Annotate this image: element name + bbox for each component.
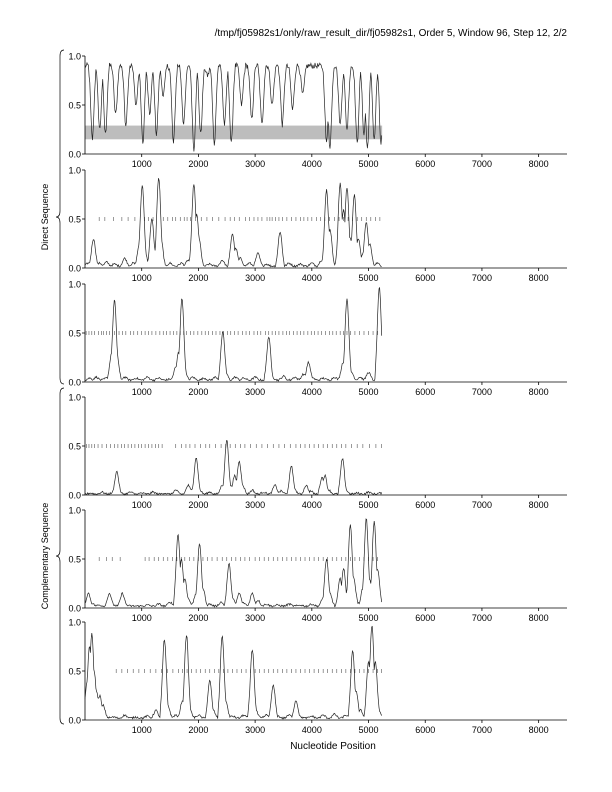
chart-title: /tmp/fj05982s1/only/raw_result_dir/fj059… (215, 28, 568, 39)
series-line (84, 518, 383, 608)
x-tick-label: 1000 (132, 500, 152, 510)
x-tick-label: 7000 (472, 387, 492, 397)
series-line (84, 625, 383, 720)
x-tick-label: 3000 (245, 500, 265, 510)
x-tick-label: 2000 (188, 613, 208, 623)
x-tick-label: 2000 (188, 725, 208, 735)
y-tick-label: 1.0 (68, 618, 81, 628)
x-tick-label: 1000 (132, 725, 152, 735)
x-tick-label: 5000 (359, 159, 379, 169)
panel-complementary-frame-2: 0.0 0.5 1.0 1000 2000 3000 4000 5000 6000 7000 800… (68, 506, 567, 623)
x-tick-label: 6000 (415, 613, 435, 623)
group-brackets: Direct Sequence Complementary Sequence (40, 49, 65, 725)
x-tick-label: 5000 (359, 500, 379, 510)
highlight-band (85, 125, 383, 140)
x-tick-label: 3000 (245, 613, 265, 623)
panel-direct-frame-1: 0.0 0.5 1.0 1000 2000 3000 4000 5000 6000 7000 800… (68, 52, 567, 169)
x-tick-label: 8000 (529, 725, 549, 735)
y-tick-label: 1.0 (68, 52, 81, 62)
y-tick-label: 0.5 (68, 101, 81, 111)
x-tick-label: 6000 (415, 725, 435, 735)
x-tick-label: 8000 (529, 500, 549, 510)
x-tick-label: 7000 (472, 273, 492, 283)
x-tick-label: 1000 (132, 613, 152, 623)
y-tick-label: 0.0 (68, 264, 81, 274)
x-tick-label: 3000 (245, 273, 265, 283)
y-tick-label: 1.0 (68, 393, 81, 403)
series-line (84, 61, 383, 152)
x-tick-label: 8000 (529, 273, 549, 283)
direct-sequence-bracket (55, 49, 65, 385)
x-tick-label: 6000 (415, 500, 435, 510)
x-tick-label: 4000 (302, 613, 322, 623)
y-tick-label: 0.0 (68, 716, 81, 726)
x-tick-label: 4000 (302, 725, 322, 735)
x-tick-label: 1000 (132, 159, 152, 169)
x-tick-label: 2000 (188, 500, 208, 510)
series-line (84, 440, 383, 496)
x-tick-label: 5000 (359, 613, 379, 623)
x-tick-label: 4000 (302, 387, 322, 397)
direct-sequence-label: Direct Sequence (40, 184, 50, 251)
x-tick-label: 5000 (359, 725, 379, 735)
x-tick-label: 3000 (245, 159, 265, 169)
x-tick-label: 7000 (472, 725, 492, 735)
y-tick-label: 0.5 (68, 329, 81, 339)
x-tick-label: 1000 (132, 387, 152, 397)
x-tick-label: 5000 (359, 273, 379, 283)
x-tick-label: 8000 (529, 387, 549, 397)
complementary-sequence-label: Complementary Sequence (40, 503, 50, 610)
x-tick-label: 8000 (529, 613, 549, 623)
series-line (84, 178, 382, 268)
y-tick-label: 1.0 (68, 280, 81, 290)
x-tick-label: 4000 (302, 273, 322, 283)
y-tick-label: 0.0 (68, 604, 81, 614)
y-tick-label: 0.5 (68, 555, 81, 565)
x-tick-label: 6000 (415, 273, 435, 283)
x-tick-label: 4000 (302, 500, 322, 510)
x-tick-label: 6000 (415, 387, 435, 397)
y-tick-label: 0.5 (68, 215, 81, 225)
panel-direct-frame-2: 0.0 0.5 1.0 1000 2000 3000 4000 5000 6000 7000 800… (68, 166, 567, 283)
x-tick-label: 3000 (245, 725, 265, 735)
panel-complementary-frame-3: 0.0 0.5 1.0 1000 2000 3000 4000 5000 6000 7000 800… (68, 618, 567, 735)
x-tick-label: 2000 (188, 273, 208, 283)
y-tick-label: 0.5 (68, 667, 81, 677)
x-tick-label: 7000 (472, 159, 492, 169)
series-line (84, 287, 383, 382)
y-tick-label: 0.0 (68, 491, 81, 501)
x-tick-label: 5000 (359, 387, 379, 397)
x-tick-label: 7000 (472, 500, 492, 510)
y-tick-label: 1.0 (68, 506, 81, 516)
panel-direct-frame-3: 0.0 0.5 1.0 1000 2000 3000 4000 5000 6000 7000 800… (68, 280, 567, 397)
x-tick-label: 2000 (188, 159, 208, 169)
x-axis-label: Nucleotide Position (290, 741, 376, 752)
x-tick-label: 2000 (188, 387, 208, 397)
y-tick-label: 0.5 (68, 442, 81, 452)
x-tick-label: 7000 (472, 613, 492, 623)
x-tick-label: 1000 (132, 273, 152, 283)
y-tick-label: 1.0 (68, 166, 81, 176)
x-tick-label: 6000 (415, 159, 435, 169)
y-tick-label: 0.0 (68, 150, 81, 160)
complementary-sequence-bracket (55, 387, 65, 725)
panel-complementary-frame-1: 0.0 0.5 1.0 1000 2000 3000 4000 5000 6000 7000 800… (68, 393, 567, 510)
x-tick-label: 8000 (529, 159, 549, 169)
panels-layer: 0.0 0.5 1.0 1000 2000 3000 4000 5000 6000 7000 800… (68, 52, 567, 735)
x-tick-label: 4000 (302, 159, 322, 169)
y-tick-label: 0.0 (68, 378, 81, 388)
x-tick-label: 3000 (245, 387, 265, 397)
